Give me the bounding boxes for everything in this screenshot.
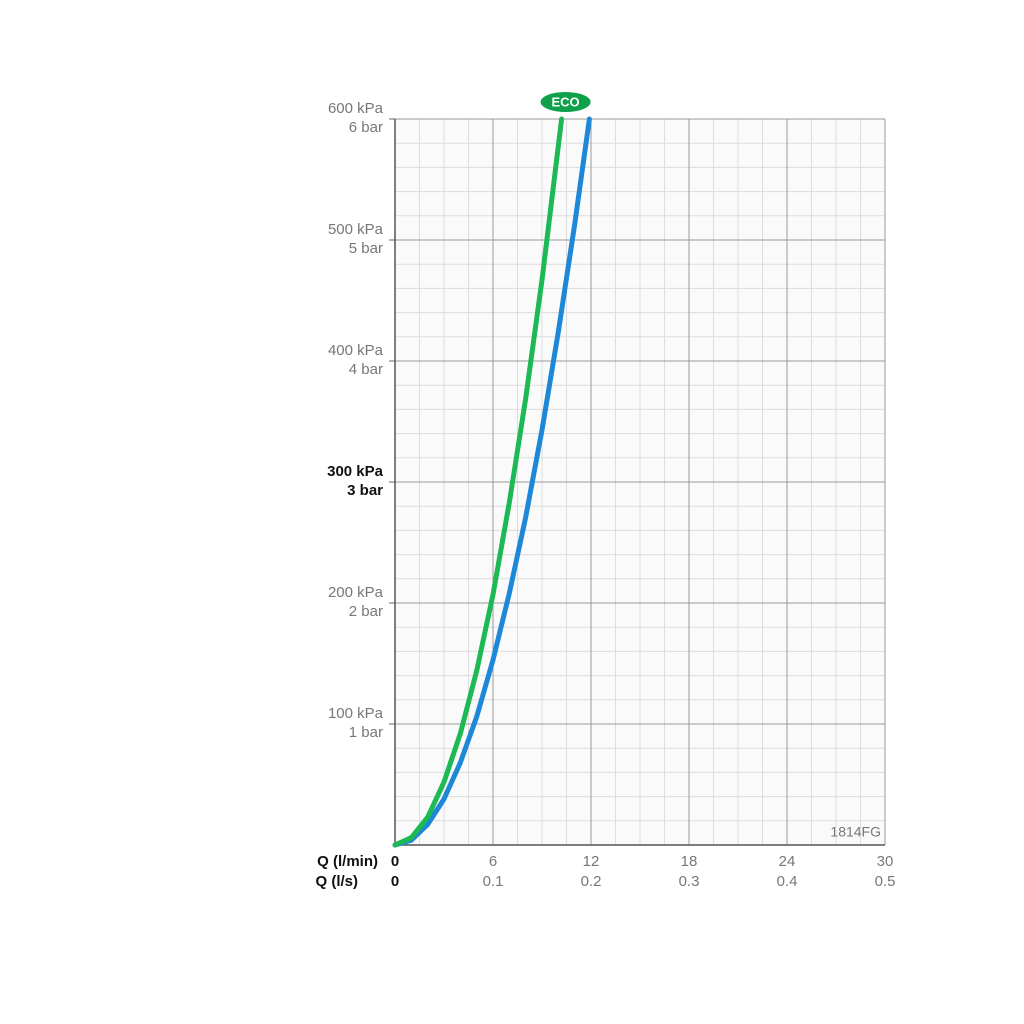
flow-curve: [392, 116, 592, 848]
y-tick-label: 100 kPa: [328, 705, 384, 722]
x-tick-label: 6: [489, 853, 497, 870]
flow-curve: [392, 116, 565, 848]
x-tick-label: 30: [877, 853, 894, 870]
x2-tick-label: 0.4: [777, 873, 798, 890]
y-tick-label: 600 kPa: [328, 100, 384, 117]
x2-tick-label: 0.1: [483, 873, 504, 890]
x2-tick-label: 0.2: [581, 873, 602, 890]
y2-tick-label: 5 bar: [349, 240, 383, 257]
y-tick-label: 300 kPa: [327, 463, 384, 480]
y2-tick-label: 3 bar: [347, 482, 383, 499]
x2-tick-label: 0.5: [875, 873, 896, 890]
y-tick-label: 200 kPa: [328, 584, 384, 601]
y2-tick-label: 2 bar: [349, 603, 383, 620]
y-tick-label: 500 kPa: [328, 221, 384, 238]
grid: [389, 118, 886, 846]
x2-tick-label: 0: [391, 873, 399, 890]
x-tick-label: 0: [391, 853, 399, 870]
x-tick-label: 18: [681, 853, 698, 870]
x2-axis-label: Q (l/s): [315, 873, 358, 890]
eco-badge: [540, 92, 591, 112]
x2-tick-label: 0.3: [679, 873, 700, 890]
y2-tick-label: 1 bar: [349, 724, 383, 741]
eco-label: ECO: [552, 94, 580, 109]
y2-tick-label: 4 bar: [349, 361, 383, 378]
y2-tick-label: 6 bar: [349, 119, 383, 136]
x-tick-label: 12: [583, 853, 600, 870]
x-axis-label: Q (l/min): [317, 853, 378, 870]
x-tick-label: 24: [779, 853, 796, 870]
marks: [392, 116, 592, 848]
y-tick-label: 400 kPa: [328, 342, 384, 359]
model-code: 1814FG: [830, 824, 881, 840]
